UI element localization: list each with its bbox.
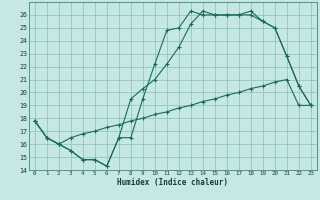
X-axis label: Humidex (Indice chaleur): Humidex (Indice chaleur) <box>117 178 228 187</box>
